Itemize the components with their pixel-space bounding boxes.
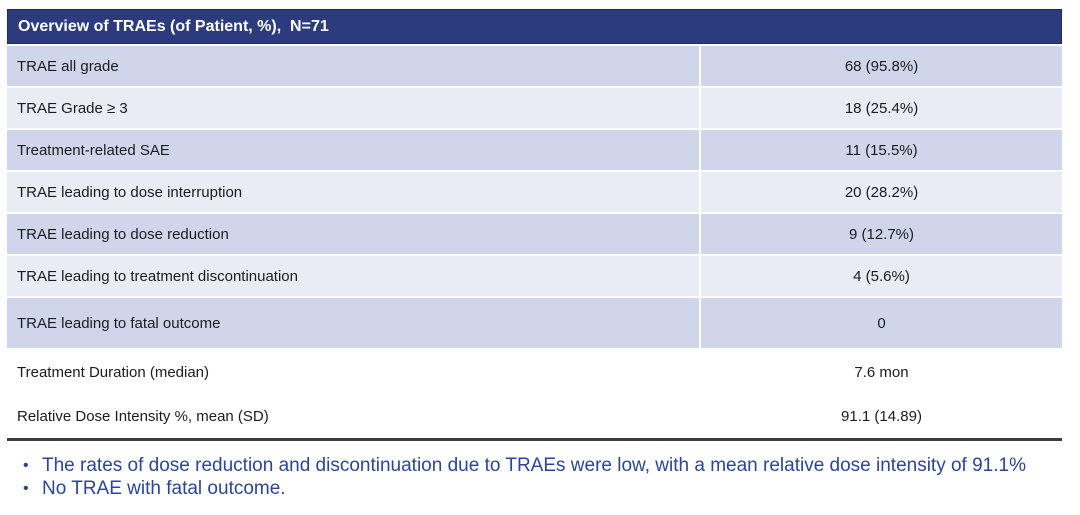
table-row: TRAE leading to treatment discontinuatio… xyxy=(7,256,1062,296)
row-value: 7.6 mon xyxy=(701,350,1062,394)
row-label: TRAE leading to treatment discontinuatio… xyxy=(7,256,699,296)
bullet-icon: • xyxy=(23,457,29,474)
row-value: 20 (28.2%) xyxy=(701,172,1062,212)
row-label: TRAE leading to dose reduction xyxy=(7,214,699,254)
table-row: Treatment Duration (median) 7.6 mon xyxy=(7,350,1062,394)
row-label: TRAE leading to dose interruption xyxy=(7,172,699,212)
row-label: Treatment Duration (median) xyxy=(7,350,699,394)
note-text: The rates of dose reduction and disconti… xyxy=(42,455,1026,476)
row-value: 68 (95.8%) xyxy=(701,46,1062,86)
row-value: 18 (25.4%) xyxy=(701,88,1062,128)
note-text: No TRAE with fatal outcome. xyxy=(42,478,286,499)
table-row: TRAE Grade ≥ 3 18 (25.4%) xyxy=(7,88,1062,128)
bottom-divider xyxy=(7,438,1062,441)
row-value: 91.1 (14.89) xyxy=(701,394,1062,438)
table-body: TRAE all grade 68 (95.8%) TRAE Grade ≥ 3 18… xyxy=(7,46,1062,438)
row-value: 11 (15.5%) xyxy=(701,130,1062,170)
bullet-icon: • xyxy=(23,480,29,497)
traes-overview-table: Overview of TRAEs (of Patient, %), N=71 … xyxy=(7,9,1062,438)
table-row: TRAE leading to fatal outcome 0 xyxy=(7,298,1062,348)
note-item: • The rates of dose reduction and discont… xyxy=(16,454,1080,477)
table-row: TRAE leading to dose interruption 20 (28.… xyxy=(7,172,1062,212)
table-title: Overview of TRAEs (of Patient, %), N=71 xyxy=(7,9,1062,44)
row-label: TRAE Grade ≥ 3 xyxy=(7,88,699,128)
table-row: Treatment-related SAE 11 (15.5%) xyxy=(7,130,1062,170)
note-item: • No TRAE with fatal outcome. xyxy=(16,477,1080,500)
row-label: Relative Dose Intensity %, mean (SD) xyxy=(7,394,699,438)
row-label: Treatment-related SAE xyxy=(7,130,699,170)
table-row: TRAE leading to dose reduction 9 (12.7%) xyxy=(7,214,1062,254)
table-row: TRAE all grade 68 (95.8%) xyxy=(7,46,1062,86)
row-label: TRAE leading to fatal outcome xyxy=(7,298,699,348)
table-row: Relative Dose Intensity %, mean (SD) 91.1… xyxy=(7,394,1062,438)
row-value: 4 (5.6%) xyxy=(701,256,1062,296)
row-label: TRAE all grade xyxy=(7,46,699,86)
row-value: 0 xyxy=(701,298,1062,348)
row-value: 9 (12.7%) xyxy=(701,214,1062,254)
notes-list: • The rates of dose reduction and discont… xyxy=(16,454,1080,500)
